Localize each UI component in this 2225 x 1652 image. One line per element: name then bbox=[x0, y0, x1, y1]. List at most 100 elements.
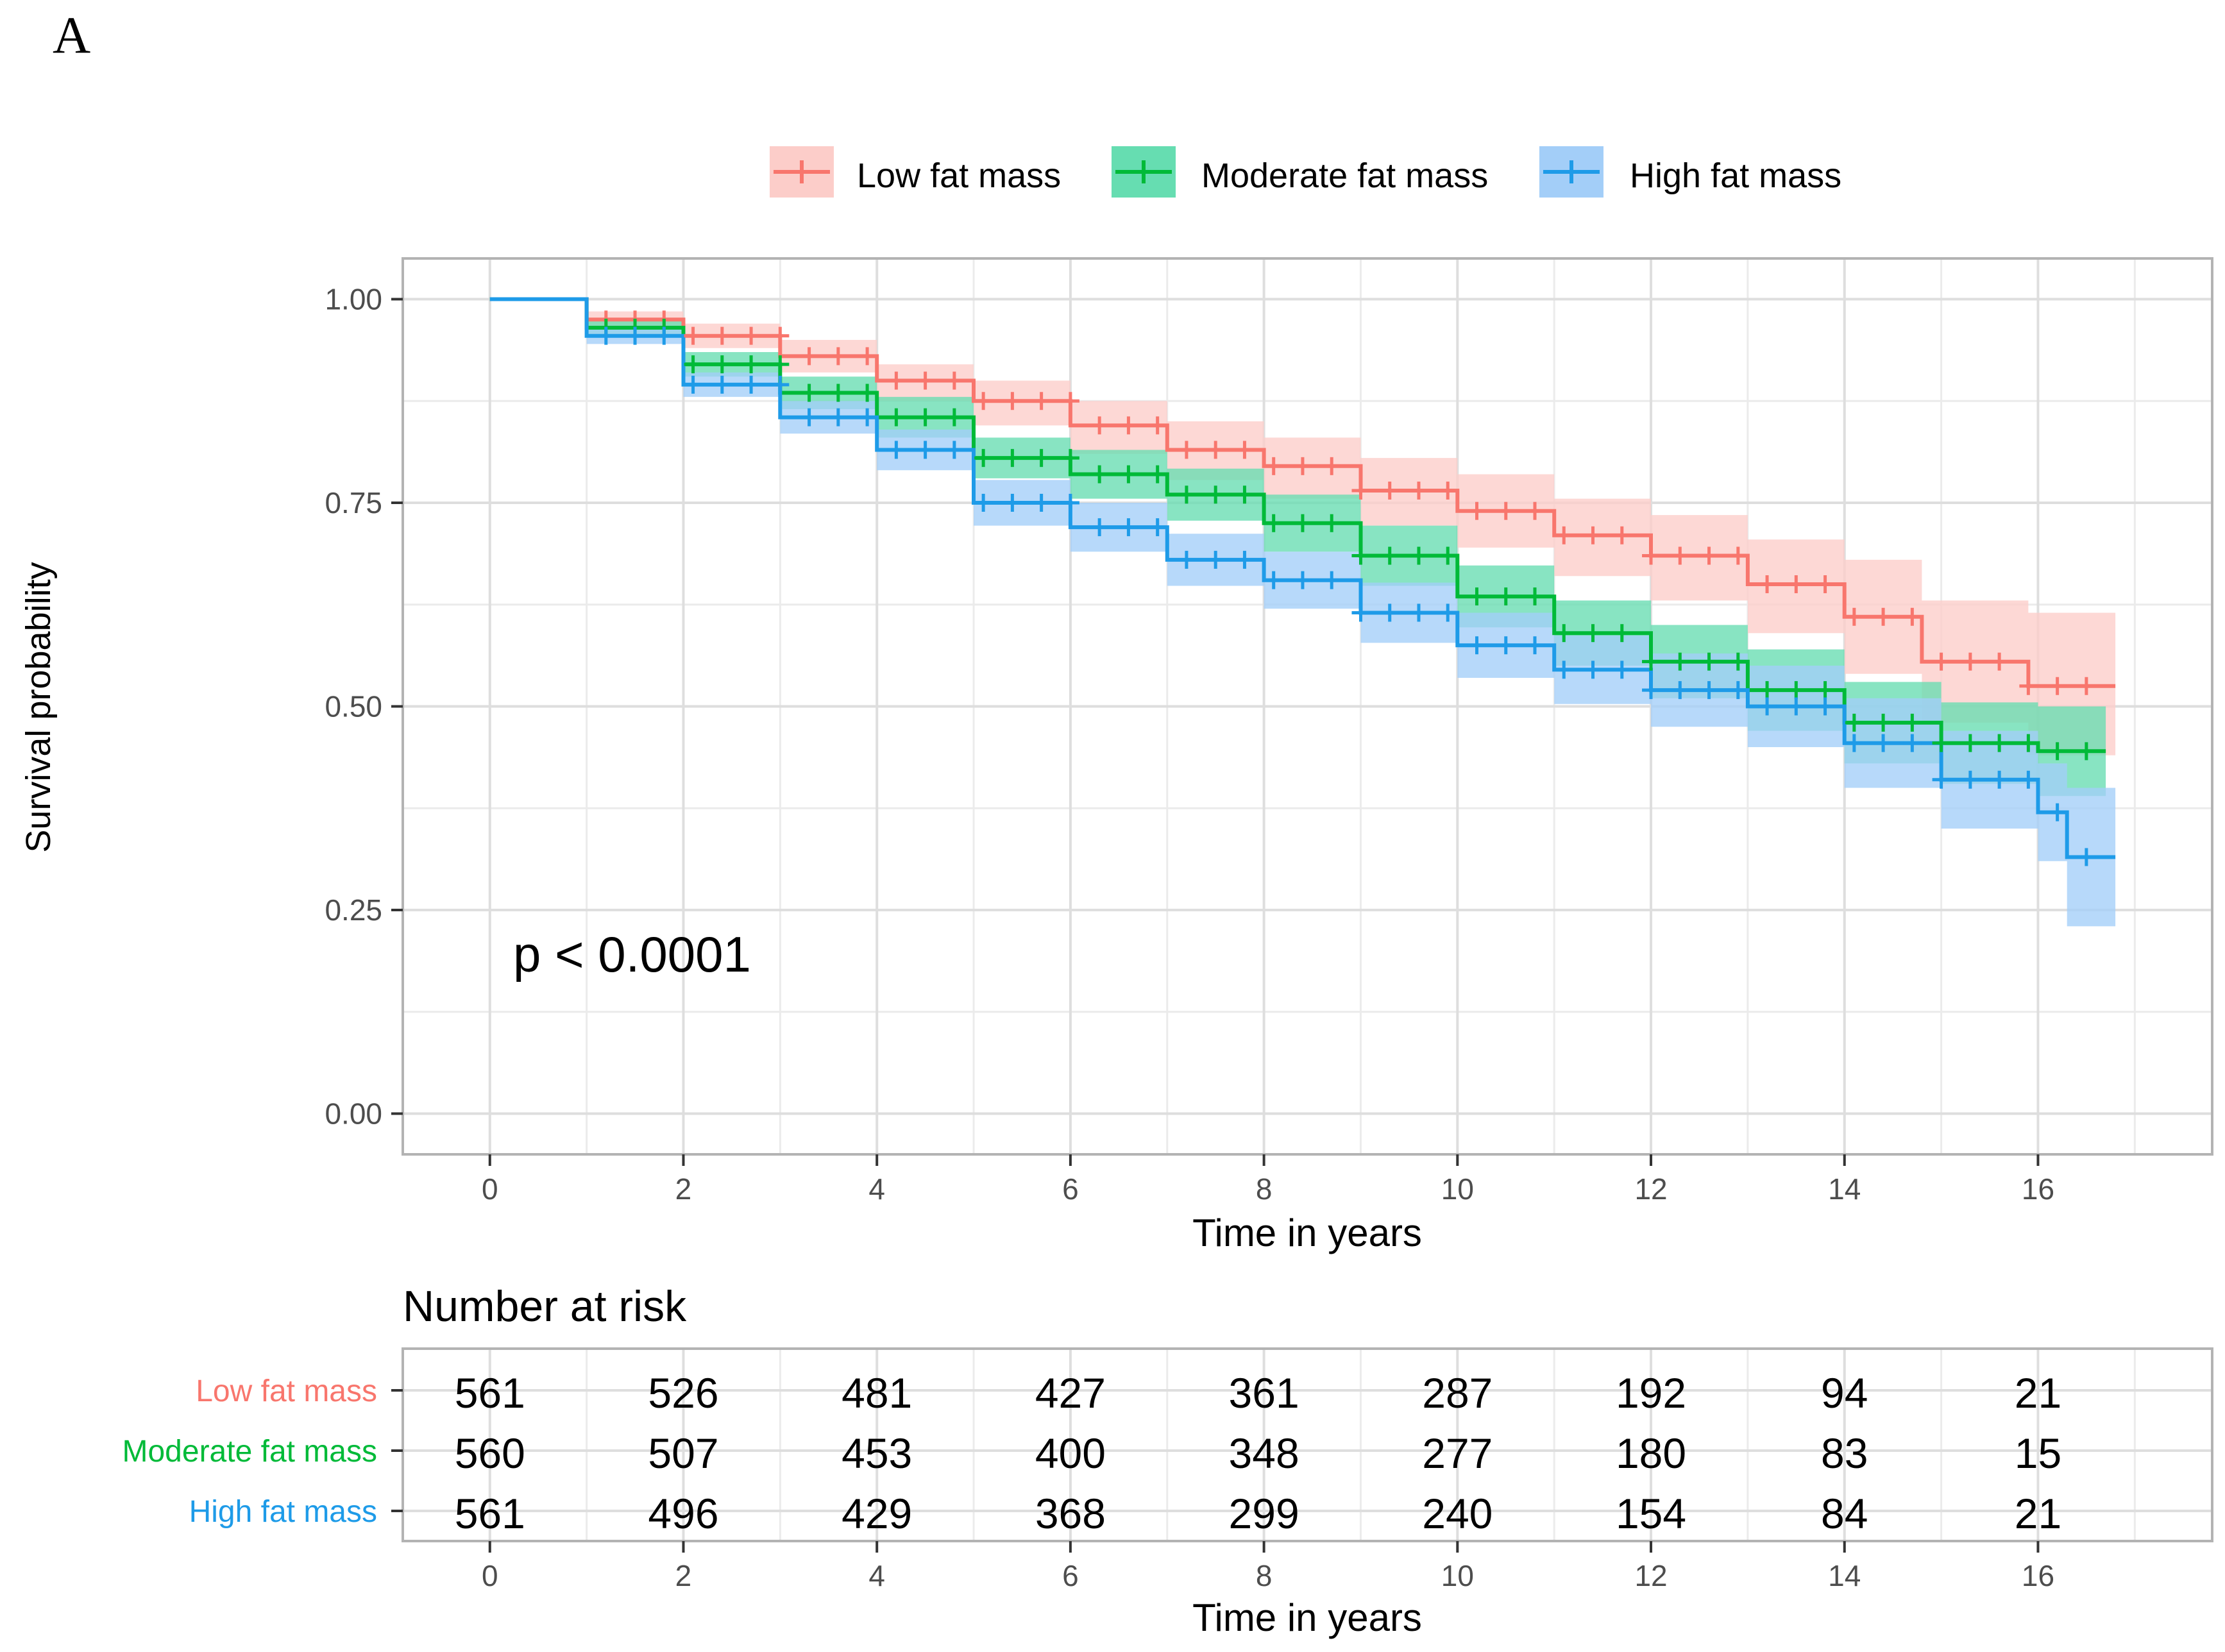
censor-mark-moderate-fat-mass bbox=[829, 384, 847, 402]
censor-mark-high-fat-mass bbox=[1729, 681, 1747, 700]
censor-mark-high-fat-mass bbox=[1468, 636, 1486, 655]
censor-mark-moderate-fat-mass bbox=[2019, 734, 2038, 752]
censor-mark-high-fat-mass bbox=[1555, 661, 1573, 679]
censor-mark-low-fat-mass bbox=[1787, 575, 1806, 593]
censor-mark-low-fat-mass bbox=[1932, 652, 1950, 671]
legend-label: Low fat mass bbox=[857, 156, 1061, 195]
panel-label: A bbox=[53, 6, 90, 64]
censor-mark-moderate-fat-mass bbox=[742, 355, 761, 374]
censor-mark-moderate-fat-mass bbox=[713, 355, 731, 374]
censor-mark-low-fat-mass bbox=[1235, 441, 1254, 459]
risk-table-panel bbox=[403, 1349, 2212, 1541]
censor-mark-low-fat-mass bbox=[1148, 416, 1167, 435]
censor-mark-high-fat-mass bbox=[1003, 494, 1022, 512]
censor-mark-moderate-fat-mass bbox=[1932, 734, 1950, 752]
risk-cell: 361 bbox=[1229, 1369, 1299, 1417]
censor-mark-high-fat-mass bbox=[1206, 550, 1225, 569]
censor-mark-high-fat-mass bbox=[916, 441, 935, 459]
p-value-annotation: p < 0.0001 bbox=[513, 926, 751, 982]
censor-mark-moderate-fat-mass bbox=[1235, 485, 1254, 504]
censor-mark-high-fat-mass bbox=[1177, 550, 1196, 569]
x-tick-label: 16 bbox=[2022, 1172, 2054, 1206]
y-axis: 0.00 0.25 0.50 0.75 1.00 bbox=[325, 283, 403, 1131]
x-tick-label: 12 bbox=[1634, 1172, 1667, 1206]
risk-cell: 299 bbox=[1229, 1490, 1299, 1537]
risk-x-tick-label: 14 bbox=[1828, 1559, 1861, 1592]
x-tick-label: 0 bbox=[482, 1172, 498, 1206]
risk-x-tick-label: 0 bbox=[482, 1559, 498, 1592]
risk-x-tick-label: 8 bbox=[1256, 1559, 1273, 1592]
censor-mark-low-fat-mass bbox=[974, 392, 993, 410]
censor-mark-moderate-fat-mass bbox=[1584, 624, 1602, 643]
censor-mark-low-fat-mass bbox=[1032, 392, 1051, 410]
curve-low-fat-mass bbox=[489, 297, 2116, 688]
censor-mark-high-fat-mass bbox=[1961, 770, 1979, 789]
risk-row-label-high-fat-mass: High fat mass bbox=[189, 1495, 377, 1529]
risk-x-tick-label: 16 bbox=[2022, 1559, 2054, 1592]
censor-mark-low-fat-mass bbox=[1003, 392, 1022, 410]
censor-mark-high-fat-mass bbox=[1235, 550, 1254, 569]
y-tick-label: 0.25 bbox=[325, 893, 382, 927]
censor-mark-moderate-fat-mass bbox=[1555, 624, 1573, 643]
risk-cell: 94 bbox=[1821, 1369, 1868, 1417]
censor-mark-moderate-fat-mass bbox=[1729, 652, 1747, 671]
censor-mark-moderate-fat-mass bbox=[1323, 514, 1341, 532]
censor-mark-moderate-fat-mass bbox=[1090, 465, 1109, 484]
legend-item-high-fat-mass: High fat mass bbox=[1539, 146, 1841, 198]
censor-mark-high-fat-mass bbox=[1526, 636, 1544, 655]
risk-cell: 429 bbox=[842, 1490, 912, 1537]
censor-mark-moderate-fat-mass bbox=[2077, 742, 2095, 761]
censor-mark-high-fat-mass bbox=[2048, 803, 2067, 822]
censor-mark-moderate-fat-mass bbox=[1264, 514, 1283, 532]
risk-cell: 21 bbox=[2015, 1369, 2061, 1417]
censor-mark-moderate-fat-mass bbox=[916, 408, 935, 426]
censor-mark-moderate-fat-mass bbox=[945, 408, 963, 426]
censor-mark-low-fat-mass bbox=[1903, 607, 1922, 626]
censor-mark-high-fat-mass bbox=[626, 326, 645, 345]
censor-mark-moderate-fat-mass bbox=[2048, 742, 2067, 761]
x-tick-label: 4 bbox=[868, 1172, 885, 1206]
risk-table-grid bbox=[403, 1349, 2212, 1541]
censor-mark-high-fat-mass bbox=[1932, 770, 1950, 789]
censor-mark-moderate-fat-mass bbox=[1409, 546, 1428, 565]
risk-cell: 154 bbox=[1616, 1490, 1686, 1537]
risk-table-border bbox=[402, 1347, 2213, 1542]
censor-mark-high-fat-mass bbox=[596, 326, 615, 345]
censor-mark-high-fat-mass bbox=[1293, 571, 1312, 589]
censor-mark-low-fat-mass bbox=[1700, 546, 1718, 565]
censor-mark-high-fat-mass bbox=[800, 408, 818, 426]
censor-mark-high-fat-mass bbox=[655, 326, 673, 345]
censor-mark-moderate-fat-mass bbox=[1758, 681, 1777, 700]
risk-cell: 368 bbox=[1035, 1490, 1106, 1537]
censor-mark-low-fat-mass bbox=[1177, 441, 1196, 459]
censor-mark-moderate-fat-mass bbox=[887, 408, 906, 426]
censor-mark-moderate-fat-mass bbox=[1990, 734, 2009, 752]
risk-table-cells: 561 526 481 427 361 287 192 94 21 560 507 453 400 348… bbox=[455, 1369, 2061, 1537]
censor-mark-moderate-fat-mass bbox=[1177, 485, 1196, 504]
censor-mark-moderate-fat-mass bbox=[1003, 449, 1022, 468]
risk-cell: 496 bbox=[648, 1490, 718, 1537]
censor-mark-moderate-fat-mass bbox=[1468, 587, 1486, 606]
y-tick-label: 1.00 bbox=[325, 283, 382, 316]
censor-mark-high-fat-mass bbox=[1758, 697, 1777, 716]
censor-mark-low-fat-mass bbox=[1468, 501, 1486, 520]
x-tick-label: 8 bbox=[1256, 1172, 1273, 1206]
legend: Low fat mass Moderate fat mass High fat ma… bbox=[770, 146, 1841, 198]
censor-mark-moderate-fat-mass bbox=[1032, 449, 1051, 468]
censor-mark-low-fat-mass bbox=[829, 347, 847, 366]
censor-marks bbox=[596, 310, 2095, 866]
censor-mark-low-fat-mass bbox=[1409, 481, 1428, 500]
censor-mark-high-fat-mass bbox=[1787, 697, 1806, 716]
censor-mark-moderate-fat-mass bbox=[1787, 681, 1806, 700]
censor-mark-low-fat-mass bbox=[2019, 677, 2038, 695]
risk-table-x-axis: 0 2 4 6 8 10 12 14 16 bbox=[482, 1541, 2054, 1592]
censor-mark-high-fat-mass bbox=[1380, 603, 1399, 622]
censor-mark-high-fat-mass bbox=[1612, 661, 1631, 679]
censor-mark-low-fat-mass bbox=[1758, 575, 1777, 593]
censor-mark-moderate-fat-mass bbox=[1439, 546, 1457, 565]
censor-mark-high-fat-mass bbox=[2019, 770, 2038, 789]
censor-mark-low-fat-mass bbox=[713, 326, 731, 345]
censor-mark-high-fat-mass bbox=[1119, 518, 1138, 537]
censor-mark-high-fat-mass bbox=[1671, 681, 1689, 700]
